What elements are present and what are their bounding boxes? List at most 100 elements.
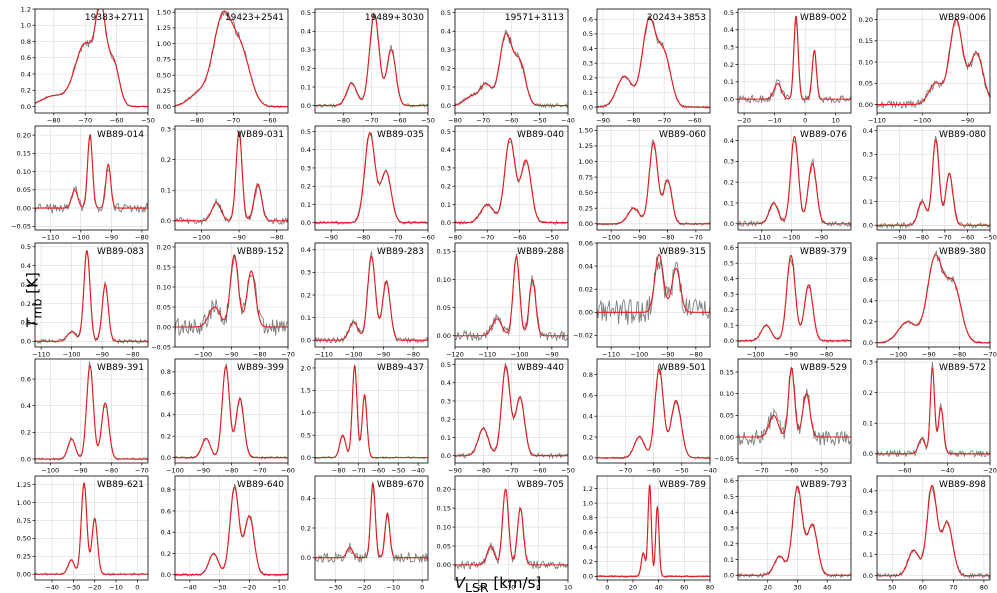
x-tick-label: −80 (627, 117, 641, 125)
y-tick-label: 1.25 (17, 481, 31, 489)
panel-frame (876, 358, 991, 464)
y-tick-label: 0.0 (161, 454, 171, 462)
y-tick-label: 0.10 (437, 276, 451, 284)
x-tick-label: −90 (596, 117, 610, 125)
panel-frame (314, 125, 429, 231)
y-tick-label: 0.0 (863, 222, 873, 230)
fitted-spectrum (597, 368, 710, 459)
panel-frame (596, 125, 711, 231)
panel-frame (596, 358, 711, 464)
panel-title: WB89-380 (939, 247, 986, 257)
y-tick-label: 0.1 (724, 322, 734, 330)
x-tick-label: −10 (502, 584, 516, 592)
x-tick-label: −40 (561, 117, 575, 125)
x-tick-label: −70 (78, 117, 92, 125)
y-tick-label: 0.6 (161, 390, 171, 398)
x-tick-label: −100 (511, 351, 529, 359)
x-tick-label: 50 (888, 584, 896, 592)
y-tick-label: 0.00 (579, 220, 593, 228)
x-tick-label: −20 (242, 584, 256, 592)
x-tick-label: −100 (41, 467, 59, 475)
y-tick-label: 0.0 (724, 95, 734, 103)
y-tick-label: 0.4 (301, 495, 311, 503)
y-tick-label: 0.04 (579, 262, 593, 270)
x-tick-label: −90 (74, 467, 88, 475)
y-axis-label: Tmb [K] (23, 272, 45, 328)
x-tick-label: −90 (232, 234, 246, 242)
panel-title: WB89-152 (237, 247, 284, 257)
y-tick-label: 0.05 (437, 542, 451, 550)
y-tick-label: 0.4 (724, 275, 734, 283)
x-tick-label: 40 (823, 584, 831, 592)
x-tick-label: −80 (953, 351, 967, 359)
spectrum-panel: −90 −80 −70 −60 0.0 0.1 0.2 0.3 0.4 0.5 WB89-035 (301, 125, 435, 242)
panel-frame (596, 242, 711, 348)
observed-spectrum (455, 488, 568, 570)
panel-frame (454, 358, 569, 464)
x-axis-label: VLSR [km/s] (454, 574, 542, 593)
x-tick-label: −80 (448, 117, 462, 125)
x-tick-label: −90 (196, 467, 210, 475)
panel-frame (454, 242, 569, 348)
y-tick-label: 0.2 (724, 178, 734, 186)
y-tick-label: 0.5 (441, 361, 451, 369)
x-tick-label: 70 (949, 584, 957, 592)
x-tick-label: −40 (703, 467, 717, 475)
panel-title: WB89-640 (237, 480, 284, 490)
x-tick-label: −90 (814, 234, 828, 242)
x-tick-label: −70 (389, 234, 403, 242)
y-tick-label: 0.1 (301, 83, 311, 91)
spectrum-panel: −90 −80 −70 −60 −50 0.0 0.1 0.2 0.3 0.4 WB89-080 (863, 125, 997, 242)
x-tick-label: −70 (755, 467, 769, 475)
y-tick-label: 0.8 (863, 255, 873, 263)
y-tick-label: 0.1 (441, 201, 451, 209)
x-tick-label: −100 (630, 351, 648, 359)
y-tick-label: −0.05 (151, 343, 171, 351)
y-tick-label: 0.10 (157, 283, 171, 291)
panel-title: WB89-621 (97, 480, 144, 490)
spectrum-panel: −100 −90 −80 −70 0.0 0.2 0.4 0.6 0.8 WB89-380 (863, 242, 997, 359)
x-tick-label: −100 (747, 351, 765, 359)
y-tick-label: 0.00 (437, 561, 451, 569)
spectrum-panel: −40 −30 −20 −10 0.0 0.2 0.4 0.6 0.8 WB89-640 (161, 475, 289, 592)
y-tick-label: 0.10 (437, 523, 451, 531)
panel-frame (876, 242, 991, 348)
observed-spectrum (738, 257, 851, 344)
y-tick-label: 0.20 (859, 16, 873, 24)
y-tick-label: 0.4 (863, 487, 873, 495)
y-tick-label: 0.0 (301, 337, 311, 345)
y-tick-label: 0.8 (583, 514, 593, 522)
x-tick-label: −70 (476, 117, 490, 125)
panel-frame (34, 125, 149, 231)
x-tick-label: −50 (814, 467, 828, 475)
x-tick-label: −60 (372, 467, 386, 475)
x-tick-label: −100 (889, 351, 907, 359)
y-tick-label: 0.1 (583, 89, 593, 97)
x-tick-label: −70 (505, 467, 519, 475)
x-tick-label: −100 (345, 351, 363, 359)
spectrum-panel: −80 −70 −60 −50 −40 0.0 0.1 0.2 0.3 0.4 0.5 19571+3… (441, 8, 575, 125)
y-tick-label: 0.4 (161, 529, 171, 537)
x-tick-label: −10 (768, 117, 782, 125)
x-tick-label: −60 (263, 117, 277, 125)
y-tick-label: 0.3 (161, 125, 171, 133)
y-tick-label: 0.0 (301, 219, 311, 227)
x-tick-label: −30 (328, 584, 342, 592)
y-tick-label: 0.15 (720, 368, 734, 376)
y-tick-label: 0.2 (583, 433, 593, 441)
y-tick-label: 0.5 (301, 128, 311, 136)
y-tick-label: 0.4 (583, 543, 593, 551)
y-tick-label: 0.50 (157, 71, 171, 79)
x-tick-label: −80 (190, 117, 204, 125)
y-tick-label: 0.0 (301, 454, 311, 462)
x-tick-label: −90 (633, 234, 647, 242)
spectrum-panel: −100 −90 −80 0.0 0.1 0.2 0.3 WB89-031 (161, 125, 289, 242)
fitted-spectrum (175, 486, 288, 576)
panel-title: WB89-288 (517, 247, 564, 257)
x-tick-label: 20 (764, 584, 772, 592)
y-tick-label: 0.6 (724, 244, 734, 252)
panel-frame (737, 475, 852, 581)
x-tick-label: 0 (536, 584, 540, 592)
y-tick-label: 1.5 (301, 387, 311, 395)
y-tick-label: 0.3 (301, 46, 311, 54)
